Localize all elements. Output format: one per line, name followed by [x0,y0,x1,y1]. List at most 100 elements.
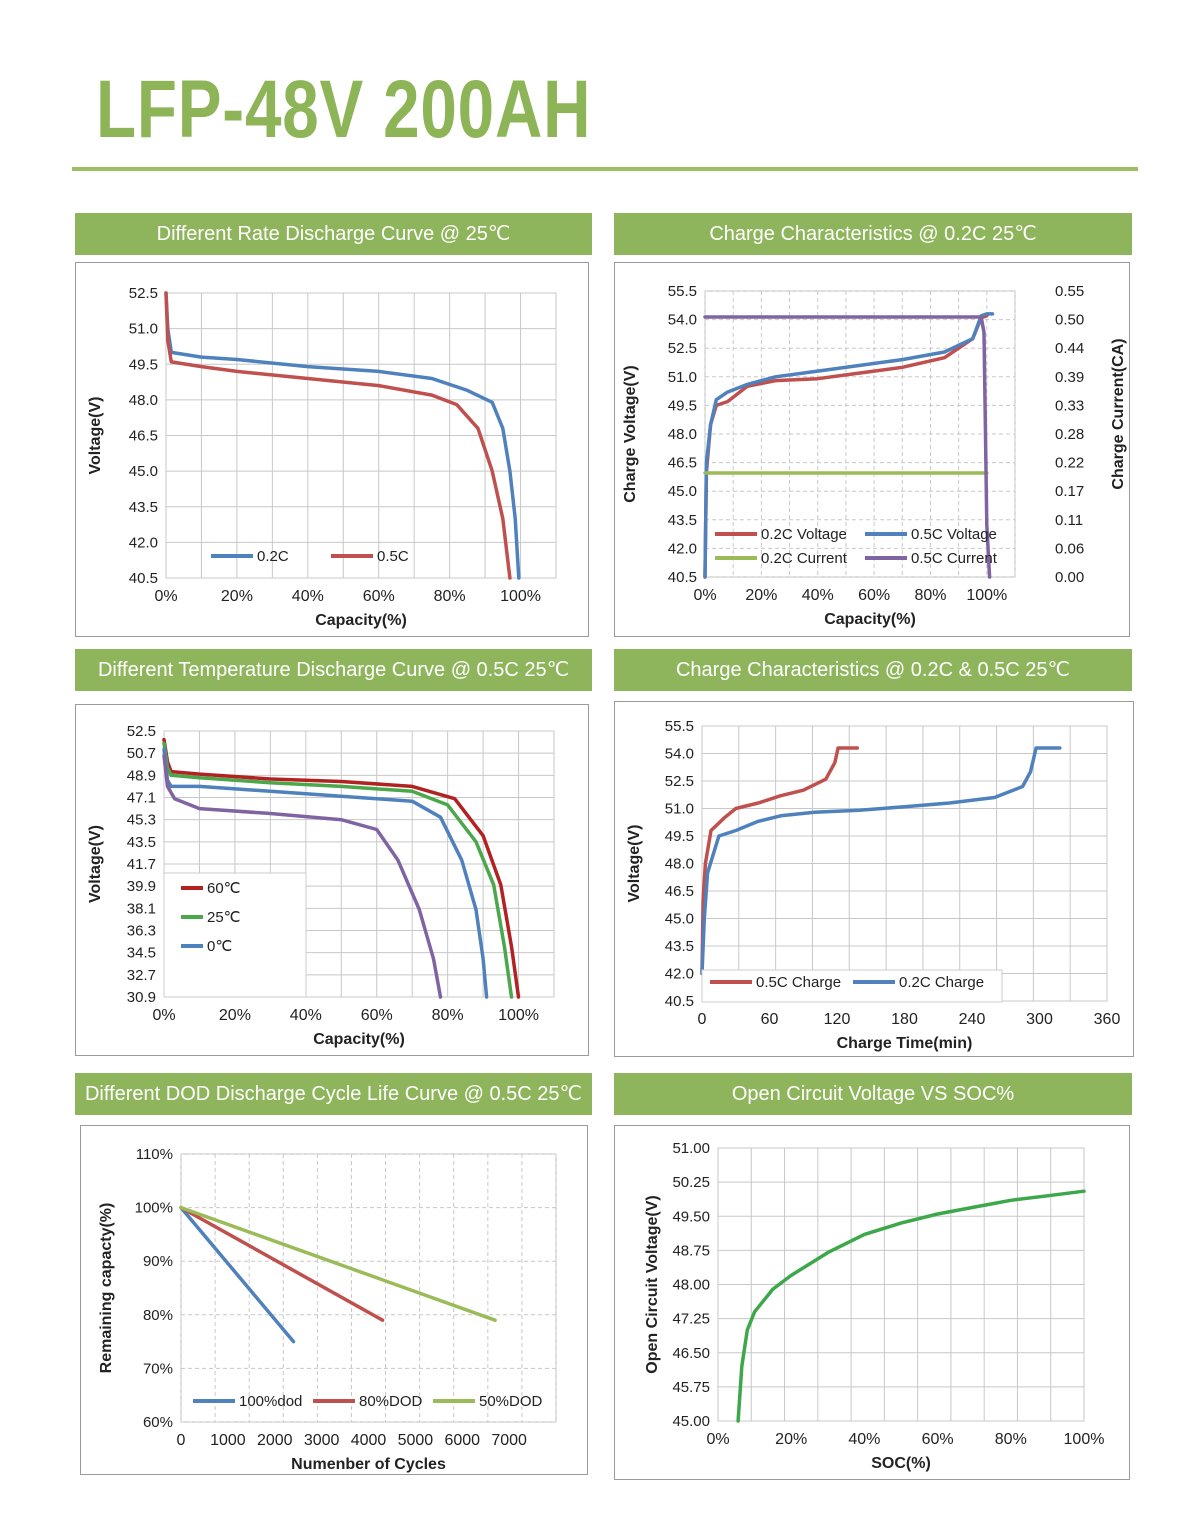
y2-tick-label: 0.50 [1055,312,1084,329]
title-divider [72,167,1138,171]
x-tick-label: 120 [824,1011,851,1028]
y-tick-label: 48.0 [129,392,158,409]
x-tick-label: 80% [995,1431,1027,1448]
y2-tick-label: 0.39 [1055,369,1084,386]
series-line [179,1205,385,1322]
x-tick-label: 100% [966,587,1007,604]
legend-label: 0.2C Voltage [761,526,847,543]
y-tick-label: 39.9 [127,878,156,895]
series-line [703,312,995,579]
x-tick-label: 4000 [351,1432,387,1449]
y-tick-label: 48.9 [127,767,156,784]
panel-banner: Different Rate Discharge Curve @ 25℃ [75,213,592,255]
y-tick-label: 38.1 [127,900,156,917]
x-tick-label: 0 [698,1011,707,1028]
x-axis-label: Capacity(%) [824,611,916,628]
x-tick-label: 7000 [491,1432,527,1449]
x-tick-label: 20% [775,1431,807,1448]
panel-charge-rates: Charge Characteristics @ 0.2C & 0.5C 25℃… [614,649,1134,1059]
y-tick-label: 50.25 [672,1174,710,1191]
series-line [700,746,1062,976]
x-tick-label: 2000 [257,1432,293,1449]
y-tick-label: 49.5 [668,397,697,414]
chart-frame: 51.00 50.25 49.50 48.75 48.00 47.25 46.50 45.75… [614,1125,1130,1480]
series-line [162,741,514,999]
y2-tick-label: 0.11 [1055,512,1083,529]
y-axis-label: Charge Voltage(V) [622,365,639,503]
x-tick-label: 80% [434,588,466,605]
y-tick-label: 42.0 [129,534,158,551]
y-tick-label: 45.75 [672,1379,710,1396]
x-tick-label: 80% [914,587,946,604]
y2-tick-label: 0.17 [1055,483,1084,500]
panel-banner: Open Circuit Voltage VS SOC% [614,1073,1132,1115]
y-axis-label: Open Circuit Voltage(V) [644,1195,661,1373]
cycle-life-chart: 110% 100% 90% 80% 70% 60%0 1000 2000 3000 4000 500… [98,1146,557,1473]
y2-tick-label: 0.55 [1055,283,1084,300]
y-tick-label: 60% [143,1414,173,1431]
x-tick-label: 60% [363,588,395,605]
chart-frame: 52.5 50.7 48.9 47.1 45.3 43.5 41.7 39.9 38.1 36.3… [75,704,589,1056]
series-line [162,737,521,999]
x-tick-label: 300 [1026,1011,1053,1028]
y2-tick-label: 0.44 [1055,340,1084,357]
panel-cycle-life: Different DOD Discharge Cycle Life Curve… [75,1073,592,1478]
y-tick-label: 50.7 [127,745,156,762]
y-tick-label: 42.0 [665,966,694,983]
x-tick-label: 0% [706,1431,729,1448]
series-line [703,315,992,579]
y2-tick-label: 0.33 [1055,397,1084,414]
legend-label: 0℃ [207,938,232,955]
x-tick-label: 20% [745,587,777,604]
x-tick-label: 6000 [444,1432,480,1449]
series-line [164,291,521,580]
page-title: LFP-48V 200AH [96,64,592,155]
panel-banner: Different DOD Discharge Cycle Life Curve… [75,1073,592,1115]
y-tick-label: 90% [143,1253,173,1270]
y-axis-label: Voltage(V) [87,825,104,903]
y-tick-label: 51.00 [672,1140,710,1157]
charge-rates-chart: 55.5 54.0 52.5 51.0 49.5 48.0 46.5 45.0 43.5 42.0… [626,718,1121,1052]
series-line [179,1205,296,1344]
y-tick-label: 46.5 [129,428,158,445]
y-tick-label: 45.0 [665,911,694,928]
x-axis-label: Charge Time(min) [837,1035,973,1052]
series-line [162,747,489,999]
legend-label: 25℃ [207,909,241,926]
x-tick-label: 3000 [304,1432,340,1449]
y-tick-label: 45.0 [129,463,158,480]
x-tick-label: 60% [361,1007,393,1024]
chart-frame: 55.5 54.0 52.5 51.0 49.5 48.0 46.5 45.0 43.5 42.0… [614,262,1130,637]
y-tick-label: 43.5 [129,499,158,516]
panel-charge-02c: Charge Characteristics @ 0.2C 25℃ 55.5 54… [614,213,1132,638]
ocv-soc-chart: 51.00 50.25 49.50 48.75 48.00 47.25 46.50 45.75… [644,1140,1104,1472]
panel-banner: Different Temperature Discharge Curve @ … [75,649,592,691]
y-tick-label: 49.50 [672,1208,710,1225]
y-tick-label: 80% [143,1307,173,1324]
legend-label: 0.2C Current [761,550,848,567]
legend-label: 0.5C Voltage [911,526,997,543]
x-tick-label: 60% [858,587,890,604]
y-tick-label: 55.5 [668,283,697,300]
panel-rate-discharge: Different Rate Discharge Curve @ 25℃ 52.… [75,213,592,638]
chart-frame: 110% 100% 90% 80% 70% 60% 0 1000 2000 3000 4000 500… [80,1125,588,1475]
x-tick-label: 0% [693,587,716,604]
series-line [162,753,443,999]
x-tick-label: 0% [154,588,177,605]
y-tick-label: 40.5 [665,993,694,1010]
legend-label: 0.2C Charge [899,974,984,991]
y-tick-label: 51.0 [129,321,158,338]
x-tick-label: 20% [219,1007,251,1024]
x-tick-label: 60 [761,1011,779,1028]
x-tick-label: 360 [1094,1011,1121,1028]
legend-label: 0.2C [257,548,289,565]
x-tick-label: 40% [802,587,834,604]
y-tick-label: 34.5 [127,945,156,962]
y-tick-label: 51.0 [668,369,697,386]
y-tick-label: 47.1 [127,790,156,807]
chart-frame: 55.5 54.0 52.5 51.0 49.5 48.0 46.5 45.0 43.5 42.0… [614,701,1134,1057]
series-line [736,1189,1086,1423]
series-line [179,1205,497,1322]
chart-frame: 52.5 51.0 49.5 48.0 46.5 45.0 43.5 42.0 40.5 0% 20… [75,262,589,637]
y2-axis-label: Charge Current(CA) [1110,338,1127,489]
